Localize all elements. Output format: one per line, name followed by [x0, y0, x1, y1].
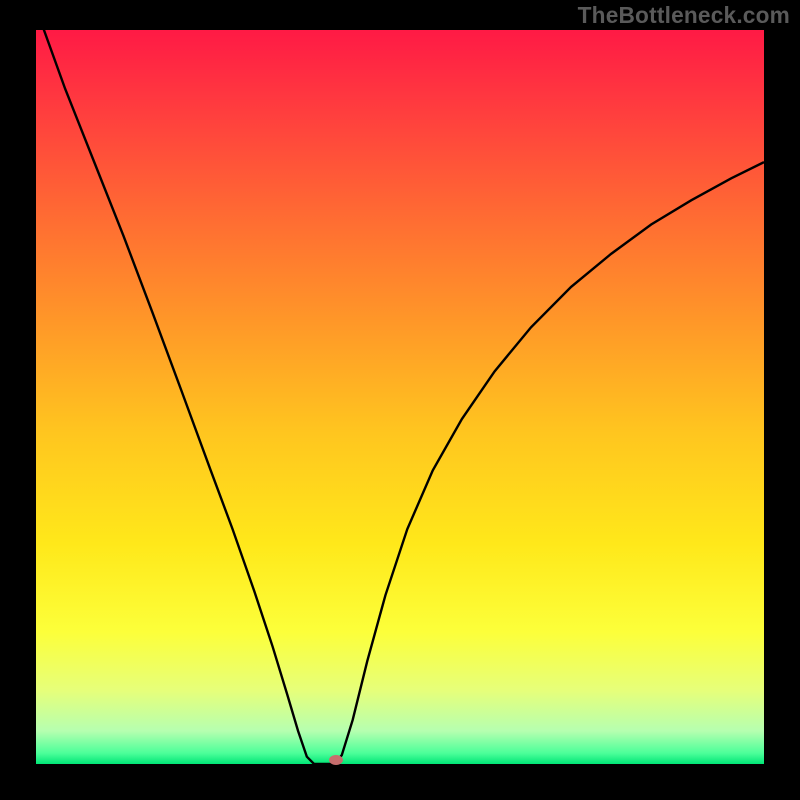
chart-stage: TheBottleneck.com — [0, 0, 800, 800]
bottleneck-curve — [36, 30, 764, 764]
watermark-text: TheBottleneck.com — [578, 2, 790, 29]
plot-area — [36, 30, 764, 764]
optimum-marker — [329, 755, 343, 765]
curve-path — [36, 30, 764, 764]
